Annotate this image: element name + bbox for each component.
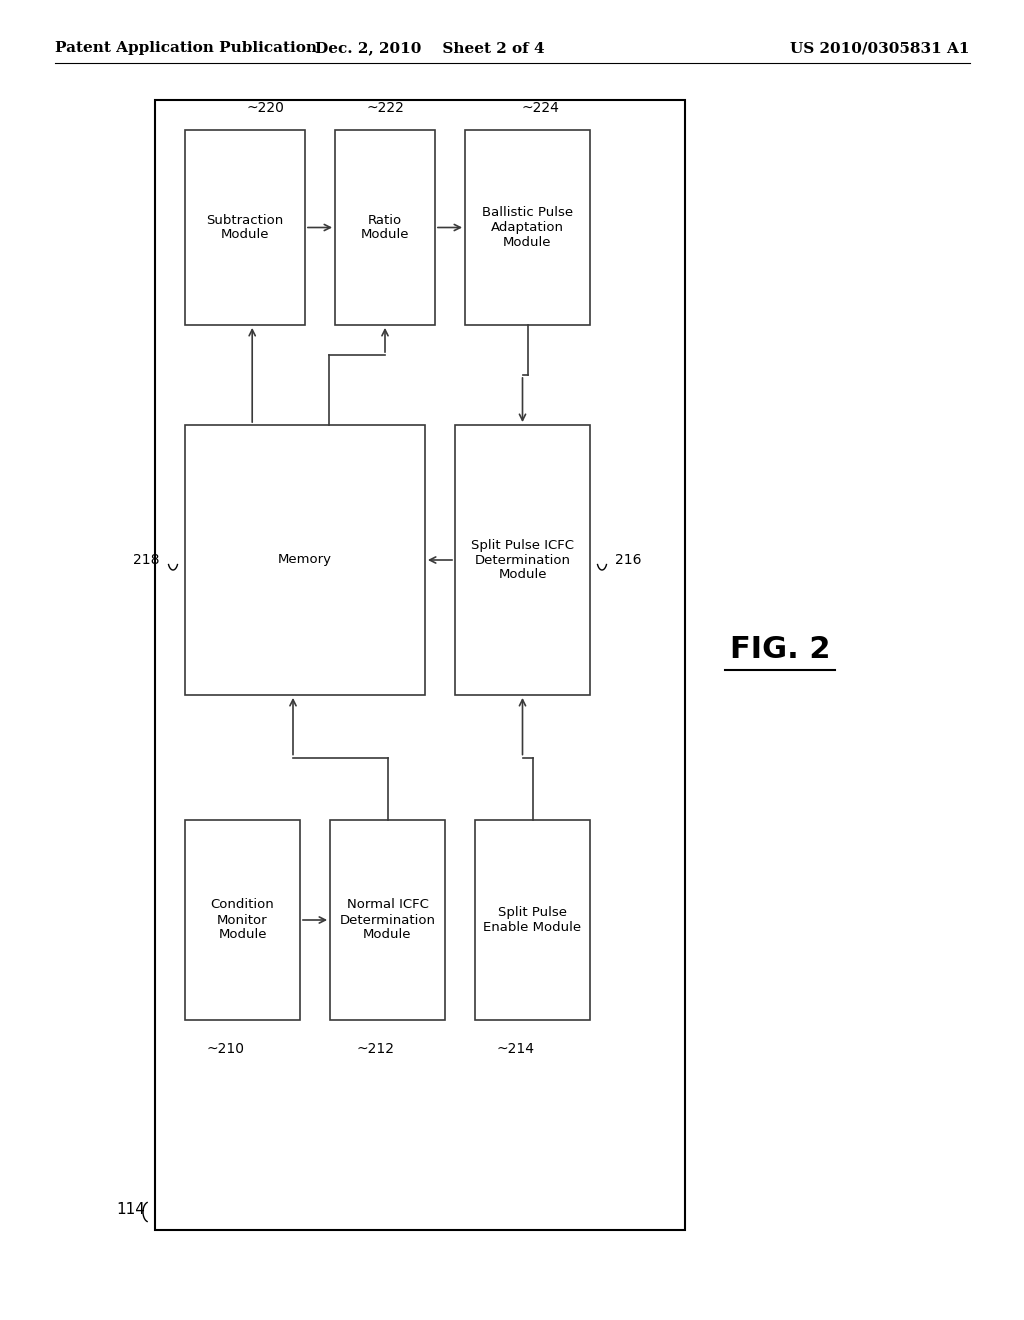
Text: 114: 114 <box>116 1203 145 1217</box>
Bar <box>185 129 305 325</box>
Text: Memory: Memory <box>278 553 332 566</box>
Text: 216: 216 <box>615 553 641 568</box>
Text: 218: 218 <box>133 553 160 568</box>
Text: ~214: ~214 <box>496 1041 534 1056</box>
Text: ~210: ~210 <box>206 1041 244 1056</box>
Bar <box>465 129 590 325</box>
Text: Patent Application Publication: Patent Application Publication <box>55 41 317 55</box>
Text: Condition
Monitor
Module: Condition Monitor Module <box>211 899 274 941</box>
Text: ~212: ~212 <box>356 1041 394 1056</box>
Bar <box>185 820 300 1020</box>
Text: US 2010/0305831 A1: US 2010/0305831 A1 <box>791 41 970 55</box>
Text: FIG. 2: FIG. 2 <box>730 635 830 664</box>
Bar <box>330 820 445 1020</box>
Bar <box>185 425 425 696</box>
Text: Normal ICFC
Determination
Module: Normal ICFC Determination Module <box>340 899 435 941</box>
Bar <box>335 129 435 325</box>
Text: Subtraction
Module: Subtraction Module <box>207 214 284 242</box>
Text: ~220: ~220 <box>246 102 284 115</box>
Text: Dec. 2, 2010    Sheet 2 of 4: Dec. 2, 2010 Sheet 2 of 4 <box>315 41 545 55</box>
Text: ~222: ~222 <box>366 102 403 115</box>
Text: Ballistic Pulse
Adaptation
Module: Ballistic Pulse Adaptation Module <box>482 206 573 249</box>
Bar <box>455 425 590 696</box>
Bar <box>475 820 590 1020</box>
Text: Split Pulse ICFC
Determination
Module: Split Pulse ICFC Determination Module <box>471 539 574 582</box>
Bar <box>155 100 685 1230</box>
Text: ~224: ~224 <box>521 102 559 115</box>
Text: Ratio
Module: Ratio Module <box>360 214 410 242</box>
Text: Split Pulse
Enable Module: Split Pulse Enable Module <box>483 906 582 935</box>
